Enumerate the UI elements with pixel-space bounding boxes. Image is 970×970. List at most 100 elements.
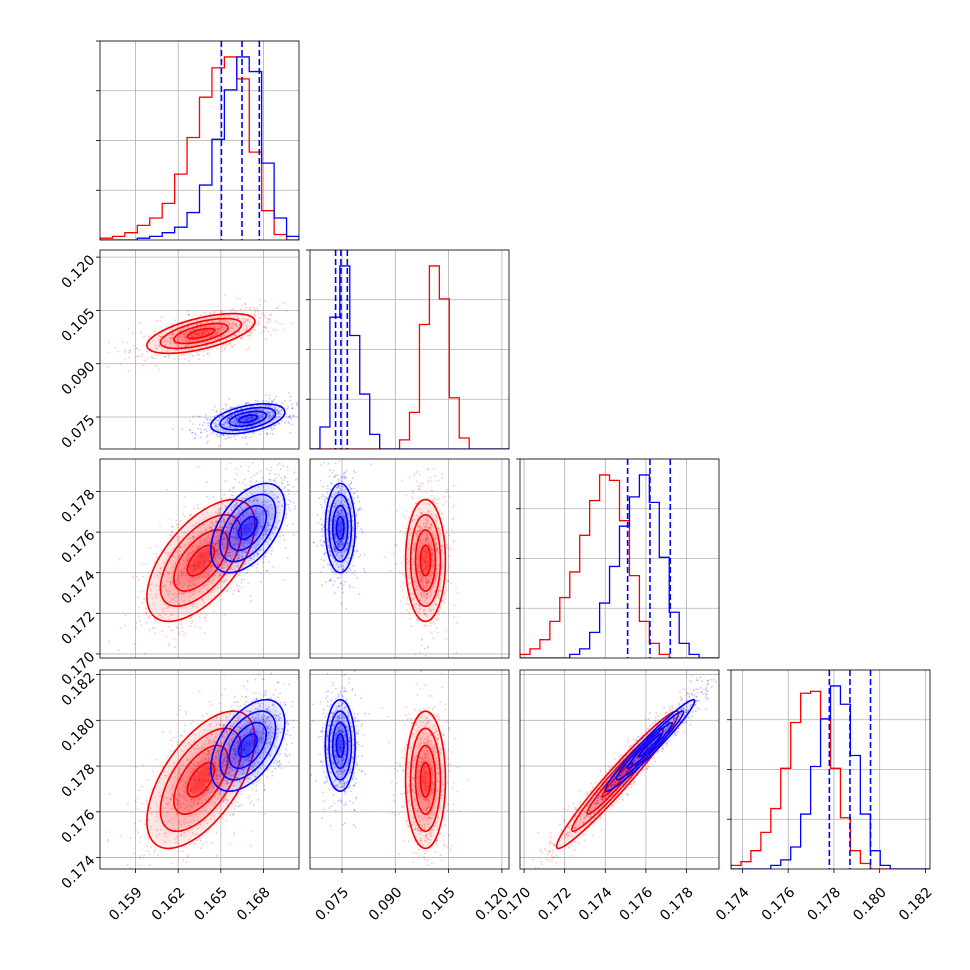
histogram-panel-3 xyxy=(516,458,720,659)
sample-point xyxy=(441,512,443,515)
sample-point xyxy=(296,402,299,404)
histogram-panel-1 xyxy=(96,40,300,241)
sample-point xyxy=(285,748,288,751)
sample-point xyxy=(139,331,142,334)
sample-point xyxy=(194,625,197,628)
sample-point xyxy=(290,500,292,503)
sample-point xyxy=(291,406,294,409)
sample-point xyxy=(234,438,237,441)
contour-line xyxy=(228,410,268,428)
sample-point xyxy=(435,619,438,621)
sample-point xyxy=(230,493,233,496)
sample-point xyxy=(353,487,356,490)
sample-point xyxy=(207,424,210,427)
density-series-1 xyxy=(405,499,446,622)
sample-point xyxy=(198,423,201,426)
sample-point xyxy=(227,436,230,439)
sample-point xyxy=(442,503,445,506)
sample-point xyxy=(281,481,283,484)
sample-point xyxy=(169,731,172,734)
sample-point xyxy=(434,617,437,620)
sample-point xyxy=(94,844,96,846)
sample-point xyxy=(300,389,302,391)
sample-point xyxy=(141,562,144,565)
sample-point xyxy=(185,860,188,863)
sample-point xyxy=(184,724,187,727)
sample-point xyxy=(181,428,184,430)
sample-point xyxy=(128,351,131,354)
sample-point xyxy=(212,496,215,499)
sample-point xyxy=(350,482,353,485)
sample-point xyxy=(277,422,280,424)
sample-point xyxy=(238,805,240,808)
sample-point xyxy=(322,485,324,488)
sample-point xyxy=(269,318,271,321)
sample-point xyxy=(333,591,336,594)
sample-point xyxy=(226,500,229,502)
sample-point xyxy=(226,583,229,586)
sample-point xyxy=(235,701,238,704)
sample-point xyxy=(440,599,443,602)
contours-series-2 xyxy=(210,482,286,574)
sample-point xyxy=(167,644,170,647)
sample-point xyxy=(208,541,211,544)
sample-point xyxy=(228,342,231,345)
sample-point xyxy=(335,445,337,447)
sample-point xyxy=(291,742,293,745)
sample-point xyxy=(241,695,244,698)
sample-point xyxy=(129,349,131,352)
sample-point xyxy=(239,465,242,468)
sample-point xyxy=(249,334,252,337)
sample-point xyxy=(207,440,209,442)
sample-point xyxy=(255,692,257,695)
sample-point xyxy=(124,614,127,617)
sample-point xyxy=(322,526,325,528)
sample-point xyxy=(328,475,331,478)
sample-point xyxy=(331,570,334,573)
sample-point xyxy=(245,688,248,691)
sample-point xyxy=(234,311,237,314)
sample-point xyxy=(244,437,247,440)
sample-point xyxy=(447,548,450,551)
sample-point xyxy=(267,330,270,333)
sample-point xyxy=(342,473,345,476)
sample-point xyxy=(429,622,432,624)
sample-point xyxy=(218,444,220,447)
sample-point xyxy=(448,565,450,568)
sample-point xyxy=(405,510,407,513)
contour-line xyxy=(219,493,277,563)
sample-point xyxy=(265,428,268,431)
sample-point xyxy=(444,586,447,589)
sample-point xyxy=(283,701,286,704)
sample-point xyxy=(442,611,445,614)
sample-point xyxy=(436,631,439,634)
sample-point xyxy=(329,579,332,582)
sample-point xyxy=(345,571,348,574)
sample-point xyxy=(207,577,209,580)
sample-point xyxy=(300,409,302,411)
sample-point xyxy=(199,839,202,842)
sample-point xyxy=(207,574,210,577)
sample-point xyxy=(401,589,404,592)
sample-point xyxy=(171,525,174,528)
sample-point xyxy=(455,585,458,588)
sample-point xyxy=(152,659,154,661)
sample-point xyxy=(266,570,268,572)
sample-point xyxy=(225,820,228,822)
sample-point xyxy=(286,480,289,483)
sample-point xyxy=(344,476,346,479)
sample-point xyxy=(268,478,271,481)
sample-point xyxy=(214,405,216,408)
sample-point xyxy=(282,464,284,467)
sample-point xyxy=(399,529,402,532)
sample-point xyxy=(221,502,224,505)
sample-point xyxy=(437,497,440,500)
sample-point xyxy=(149,547,152,550)
sample-point xyxy=(301,397,303,399)
sample-point xyxy=(320,523,323,526)
sample-point xyxy=(202,562,205,565)
sample-point xyxy=(280,419,283,422)
sample-point xyxy=(324,495,327,498)
sample-point xyxy=(404,532,407,535)
